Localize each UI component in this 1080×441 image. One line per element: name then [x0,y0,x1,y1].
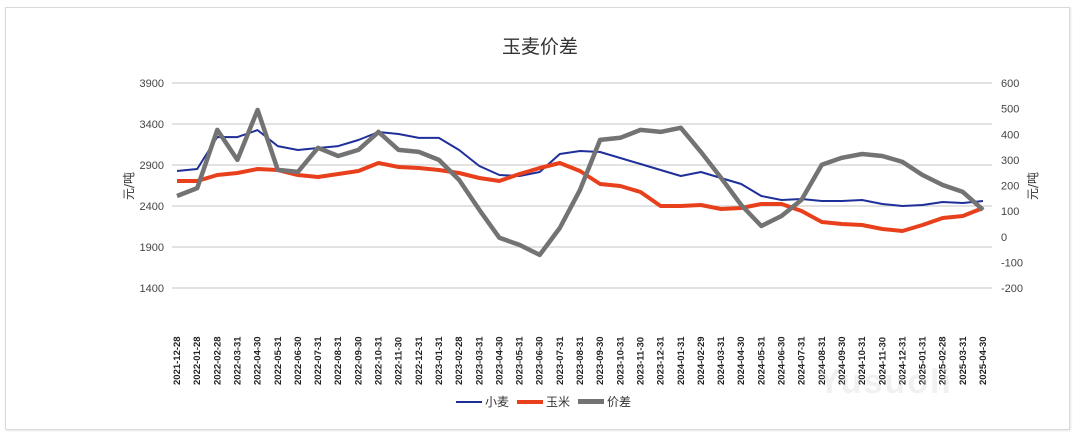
legend-label: 价差 [607,395,632,409]
y2-tick-label: -100 [1001,257,1023,269]
watermark: Yusuoli [818,363,953,401]
x-tick-label: 2022-10-31 [374,336,385,385]
legend-item-spread: 价差 [578,393,631,410]
x-tick-label: 2023-01-31 [434,336,445,385]
y2-tick-label: 100 [1001,206,1019,218]
legend-item-wheat: 小麦 [456,393,509,410]
x-tick-label: 2024-03-31 [716,336,727,385]
y-tick-label: 1400 [140,283,164,295]
spread-line-swatch-icon [578,399,605,404]
y2-tick-label: 400 [1001,129,1019,141]
legend-label: 玉米 [546,395,571,409]
x-tick-label: 2024-01-31 [676,336,687,385]
y2-tick-label: 200 [1001,181,1019,193]
y-tick-label: 1900 [140,242,164,254]
x-tick-label: 2025-01-31 [918,336,929,385]
x-tick-label: 2024-11-30 [877,337,888,385]
legend: 小麦 玉米 价差 [456,393,631,410]
x-tick-label: 2023-12-31 [656,336,667,385]
x-tick-label: 2023-06-30 [535,336,546,385]
x-tick-label: 2025-02-28 [938,336,949,385]
y-tick-label: 2900 [140,160,164,172]
chart-frame [5,7,1070,430]
y-tick-label: 3400 [140,119,164,131]
x-tick-label: 2022-05-31 [273,336,284,385]
x-tick-label: 2022-08-31 [333,336,344,385]
x-tick-label: 2023-04-30 [494,336,505,385]
x-tick-label: 2024-02-29 [696,336,707,385]
x-tick-label: 2024-04-30 [736,336,747,385]
right-axis-unit: 元/吨 [1026,172,1040,200]
x-tick-label: 2022-07-31 [313,336,324,385]
chart-title: 玉麦价差 [501,36,578,58]
x-tick-label: 2024-05-31 [756,336,767,385]
x-tick-label: 2022-09-30 [353,336,364,385]
series-line [177,161,984,233]
series-lines [176,107,985,258]
x-tick-label: 2022-12-31 [414,336,425,385]
x-tick-label: 2024-07-31 [797,336,808,385]
right-y-axis: -200 -100 0 100 200 300 400 500 600 [1001,78,1023,295]
x-tick-label: 2022-02-28 [212,336,223,385]
x-axis: 2021-12-28 2022-01-28 2022-02-28 2022-03-31… [172,336,989,385]
x-tick-label: 2025-04-30 [978,336,989,385]
x-tick-label: 2022-11-30 [394,337,405,385]
x-tick-label: 2024-08-31 [817,336,828,385]
y-tick-label: 3900 [140,78,164,90]
series-line [176,107,985,258]
x-tick-label: 2022-03-31 [232,336,243,385]
y2-tick-label: 600 [1001,78,1019,90]
x-tick-label: 2022-06-30 [293,336,304,385]
x-tick-label: 2023-07-31 [555,336,566,385]
x-tick-label: 2024-10-31 [857,336,868,385]
y2-tick-label: 300 [1001,155,1019,167]
left-axis-unit: 元/吨 [122,172,136,200]
x-tick-label: 2024-06-30 [777,336,788,385]
gridlines [172,82,992,289]
series-line [176,129,984,207]
x-tick-label: 2023-09-30 [595,336,606,385]
x-tick-label: 2023-08-31 [575,336,586,385]
x-tick-label: 2023-03-31 [474,336,485,385]
x-tick-label: 2023-05-31 [515,336,526,385]
y2-tick-label: -200 [1001,283,1023,295]
y-tick-label: 2400 [140,201,164,213]
x-tick-label: 2023-11-30 [635,337,646,385]
x-tick-label: 2022-04-30 [253,336,264,385]
left-y-axis: 1400 1900 2400 2900 3400 3900 [140,78,164,295]
x-tick-label: 2021-12-28 [172,336,183,385]
y2-tick-label: 500 [1001,104,1019,116]
legend-item-corn: 玉米 [517,393,570,410]
x-tick-label: 2023-10-31 [615,336,626,385]
corn-line-swatch-icon [517,399,544,404]
x-tick-label: 2025-03-31 [958,336,969,385]
y2-tick-label: 0 [1001,232,1007,244]
x-tick-label: 2024-09-30 [837,336,848,385]
x-tick-label: 2024-12-31 [897,336,908,385]
legend-label: 小麦 [485,395,510,409]
wheat-line-swatch-icon [456,400,482,403]
x-tick-label: 2023-02-28 [454,336,465,385]
x-tick-label: 2022-01-28 [192,336,203,385]
